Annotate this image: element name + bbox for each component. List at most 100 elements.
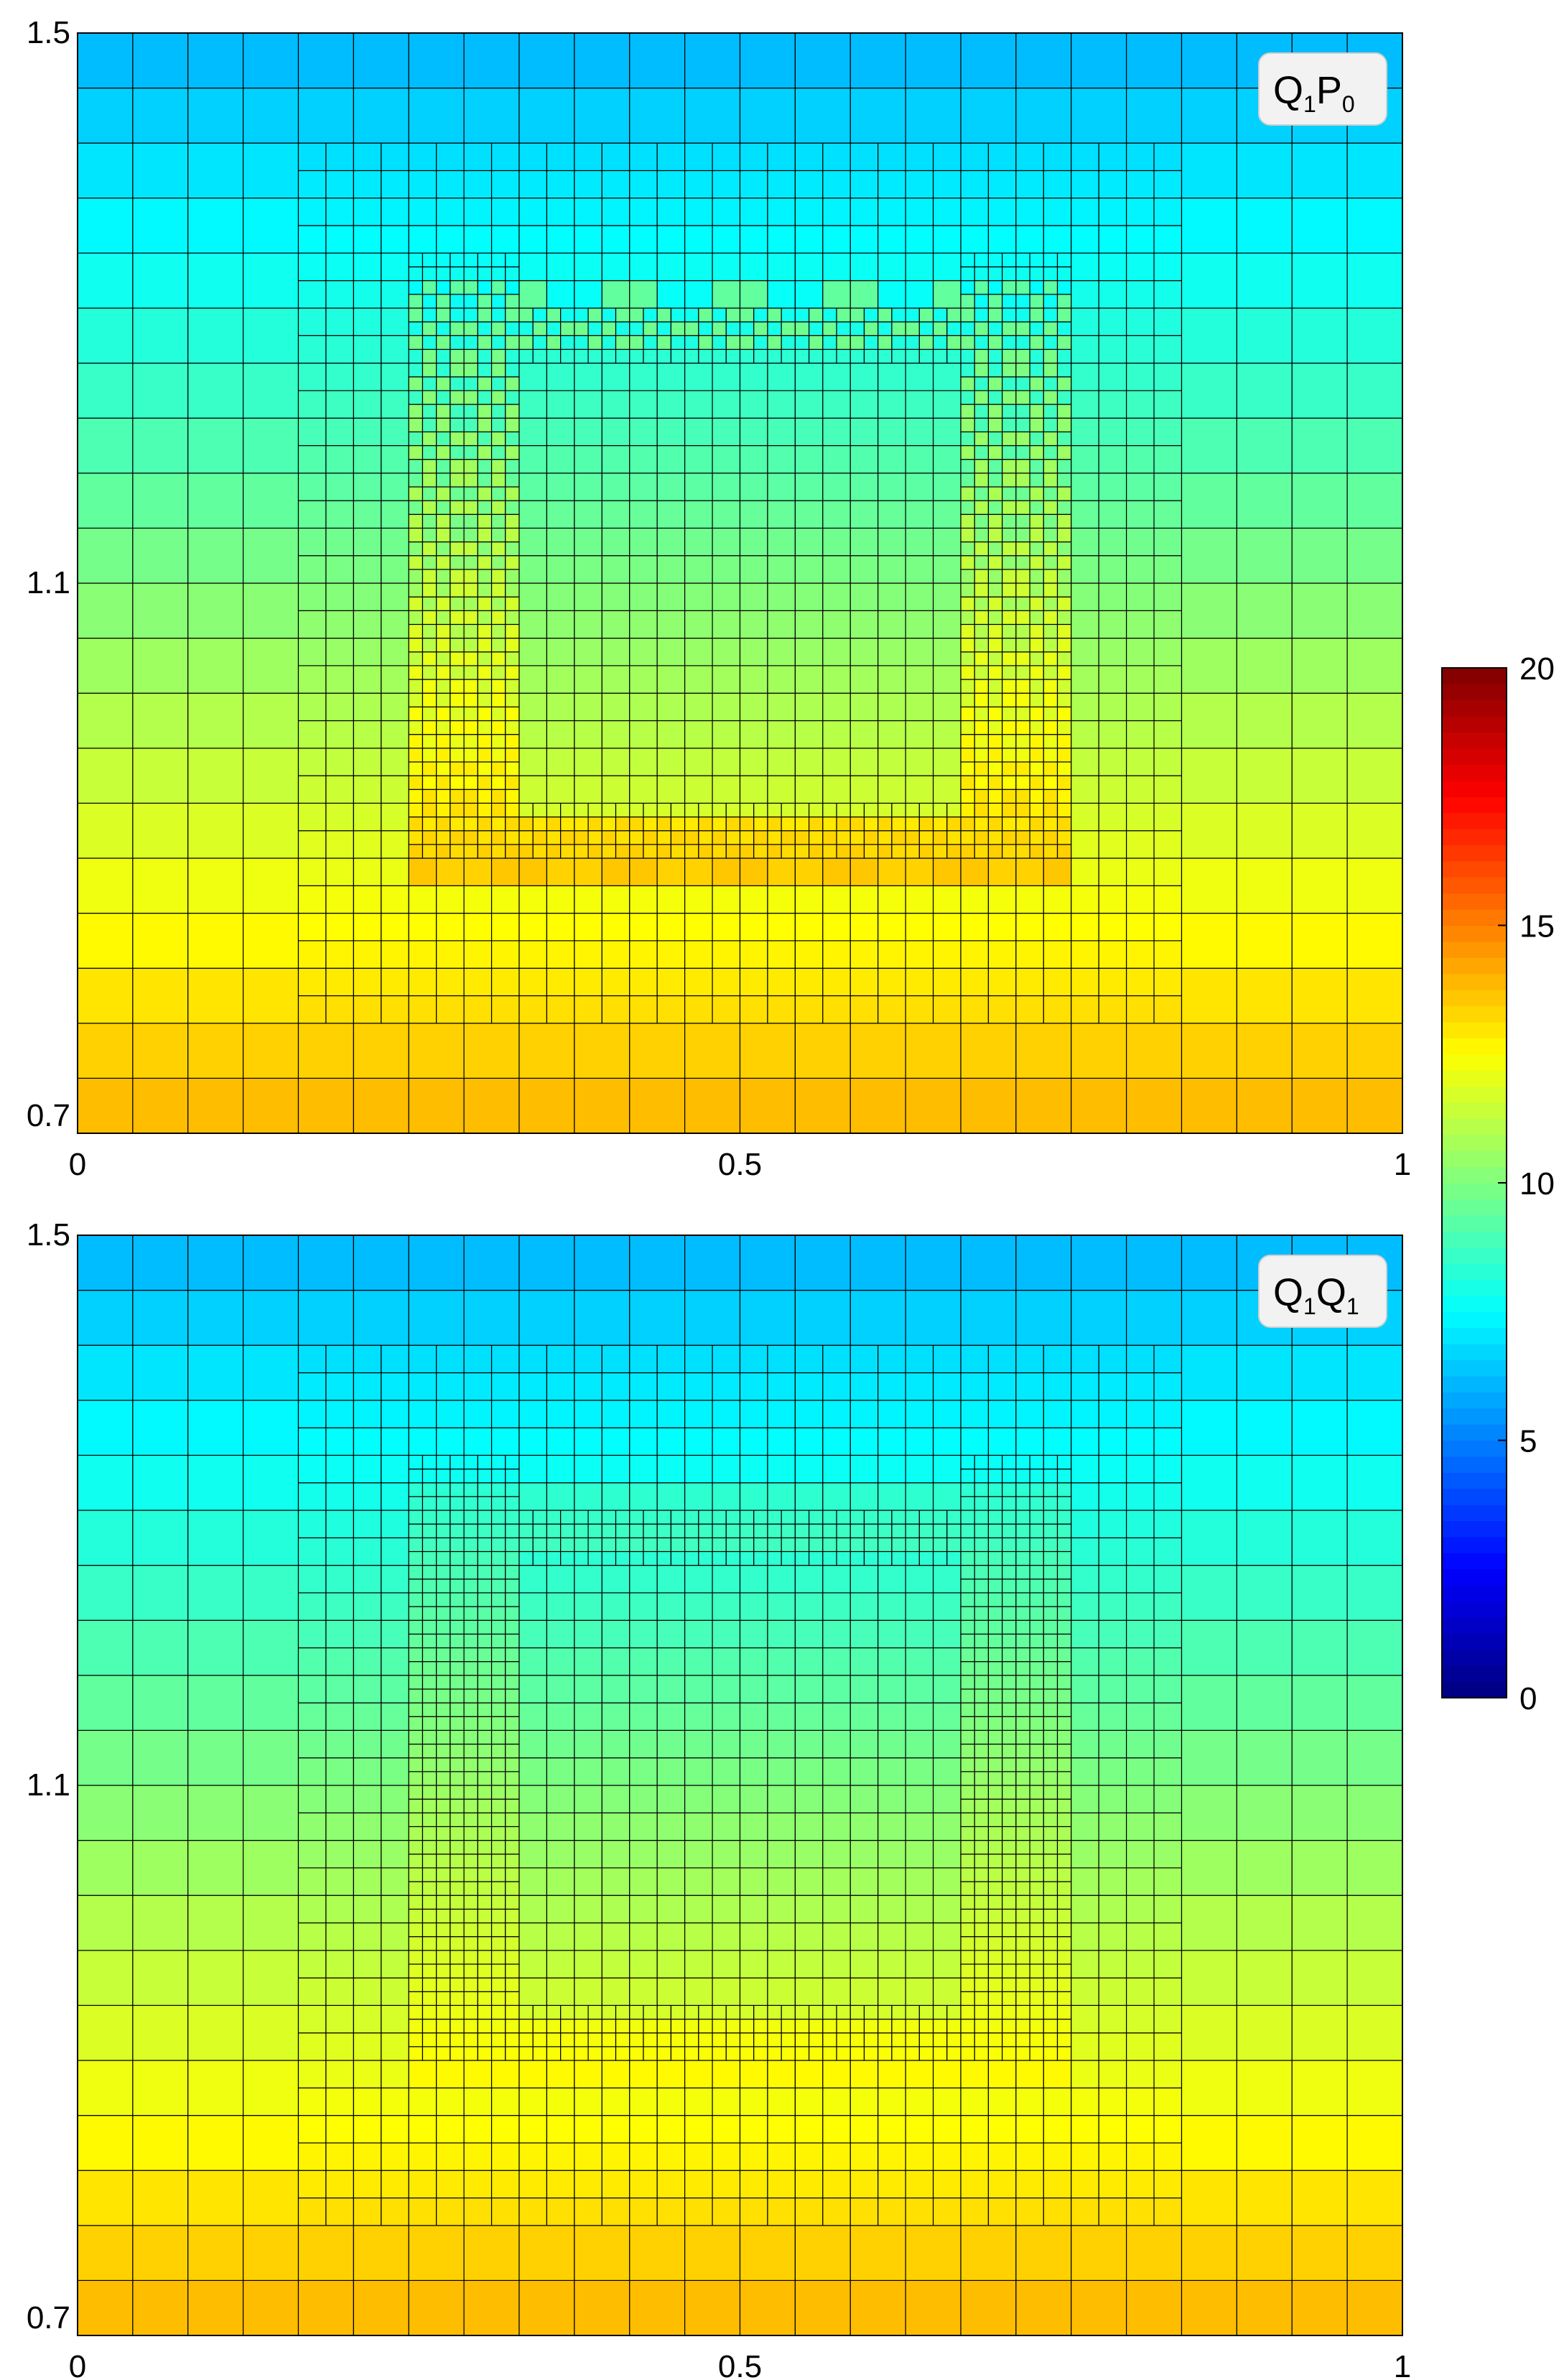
- mesh-cell: [490, 1785, 506, 1800]
- mesh-cell: [297, 802, 327, 832]
- mesh-cell: [408, 1922, 424, 1938]
- mesh-cell: [1029, 513, 1044, 529]
- mesh-cell: [1291, 307, 1348, 364]
- mesh-cell: [546, 775, 575, 804]
- mesh-cell: [794, 348, 810, 364]
- mesh-cell: [1056, 830, 1072, 845]
- mesh-cell: [450, 459, 465, 474]
- mesh-cell: [1043, 486, 1058, 501]
- mesh-cell: [1153, 2060, 1183, 2088]
- mesh-cell: [518, 2046, 534, 2061]
- mesh-cell: [974, 802, 990, 818]
- mesh-cell: [574, 169, 602, 199]
- mesh-cell: [436, 417, 451, 432]
- mesh-cell: [918, 2004, 934, 2020]
- mesh-cell: [1153, 2087, 1183, 2116]
- mesh-cell: [450, 1537, 465, 1553]
- mesh-cell: [960, 541, 975, 557]
- mesh-cell: [987, 1551, 1003, 1566]
- mesh-cell: [353, 692, 382, 722]
- mesh-cell: [1015, 1963, 1030, 1979]
- mesh-cell: [794, 1812, 824, 1841]
- mesh-cell: [1098, 995, 1127, 1024]
- mesh-cell: [1015, 1344, 1044, 1374]
- mesh-cell: [1346, 1023, 1403, 1079]
- mesh-cell: [905, 1482, 934, 1511]
- mesh-cell: [325, 857, 354, 886]
- mesh-cell: [739, 1482, 768, 1511]
- mesh-cell: [353, 802, 382, 832]
- mesh-cell: [463, 32, 520, 89]
- mesh-cell: [450, 2004, 465, 2020]
- mesh-cell: [422, 363, 437, 378]
- mesh-cell: [463, 417, 478, 432]
- mesh-cell: [1029, 486, 1044, 501]
- colorbar-swatch: [1442, 1617, 1507, 1634]
- mesh-cell: [712, 169, 741, 199]
- mesh-cell: [629, 1867, 658, 1896]
- mesh-cell: [297, 912, 327, 942]
- mesh-cell: [1002, 1688, 1017, 1703]
- mesh-cell: [629, 500, 658, 529]
- mesh-cell: [698, 2032, 713, 2047]
- mesh-cell: [987, 1619, 1003, 1635]
- mesh-cell: [960, 1023, 1017, 1079]
- mesh-cell: [1029, 1977, 1044, 1992]
- mesh-cell: [325, 1372, 354, 1401]
- mesh-cell: [518, 363, 548, 391]
- mesh-cell: [601, 2142, 630, 2171]
- mesh-cell: [684, 1565, 713, 1594]
- mesh-cell: [643, 816, 658, 832]
- mesh-cell: [960, 555, 975, 570]
- mesh-cell: [132, 473, 189, 529]
- mesh-cell: [477, 1633, 493, 1649]
- mesh-cell: [1098, 1510, 1127, 1538]
- mesh-cell: [1071, 473, 1099, 501]
- mesh-cell: [905, 2032, 920, 2047]
- mesh-cell: [794, 321, 810, 336]
- mesh-cell: [712, 1812, 741, 1841]
- mesh-cell: [1002, 775, 1017, 790]
- mesh-cell: [408, 555, 424, 570]
- mesh-cell: [297, 1895, 327, 1924]
- mesh-cell: [987, 1936, 1003, 1951]
- mesh-cell: [450, 1661, 465, 1676]
- mesh-cell: [518, 665, 548, 694]
- mesh-cell: [297, 2032, 327, 2061]
- mesh-cell: [1291, 2115, 1348, 2171]
- mesh-cell: [932, 1454, 962, 1484]
- mesh-cell: [712, 692, 741, 722]
- mesh-cell: [505, 734, 520, 749]
- mesh-cell: [987, 2046, 1003, 2061]
- mesh-cell: [781, 802, 796, 818]
- mesh-cell: [436, 623, 451, 639]
- mesh-cell: [1056, 1729, 1072, 1745]
- mesh-cell: [187, 912, 244, 969]
- mesh-cell: [490, 1427, 520, 1456]
- mesh-cell: [1043, 1647, 1058, 1663]
- mesh-cell: [587, 2032, 602, 2047]
- mesh-cell: [601, 857, 630, 886]
- mesh-cell: [450, 486, 465, 501]
- mesh-cell: [905, 417, 934, 447]
- mesh-cell: [574, 1372, 602, 1401]
- mesh-cell: [1015, 1482, 1030, 1497]
- mesh-cell: [1071, 995, 1099, 1024]
- mesh-cell: [1071, 610, 1099, 639]
- mesh-cell: [794, 1235, 851, 1291]
- mesh-cell: [187, 1077, 244, 1134]
- mesh-cell: [656, 1867, 686, 1896]
- mesh-cell: [905, 1647, 934, 1676]
- mesh-cell: [463, 280, 478, 295]
- mesh-cell: [684, 610, 713, 639]
- mesh-cell: [422, 294, 437, 309]
- mesh-cell: [987, 1950, 1003, 1965]
- mesh-cell: [187, 2279, 244, 2336]
- mesh-cell: [1071, 692, 1099, 722]
- mesh-cell: [739, 1510, 755, 1525]
- mesh-cell: [822, 1523, 837, 1538]
- mesh-cell: [490, 1537, 506, 1553]
- mesh-cell: [1071, 1840, 1099, 1869]
- mesh-cell: [712, 912, 741, 942]
- mesh-cell: [739, 1235, 796, 1291]
